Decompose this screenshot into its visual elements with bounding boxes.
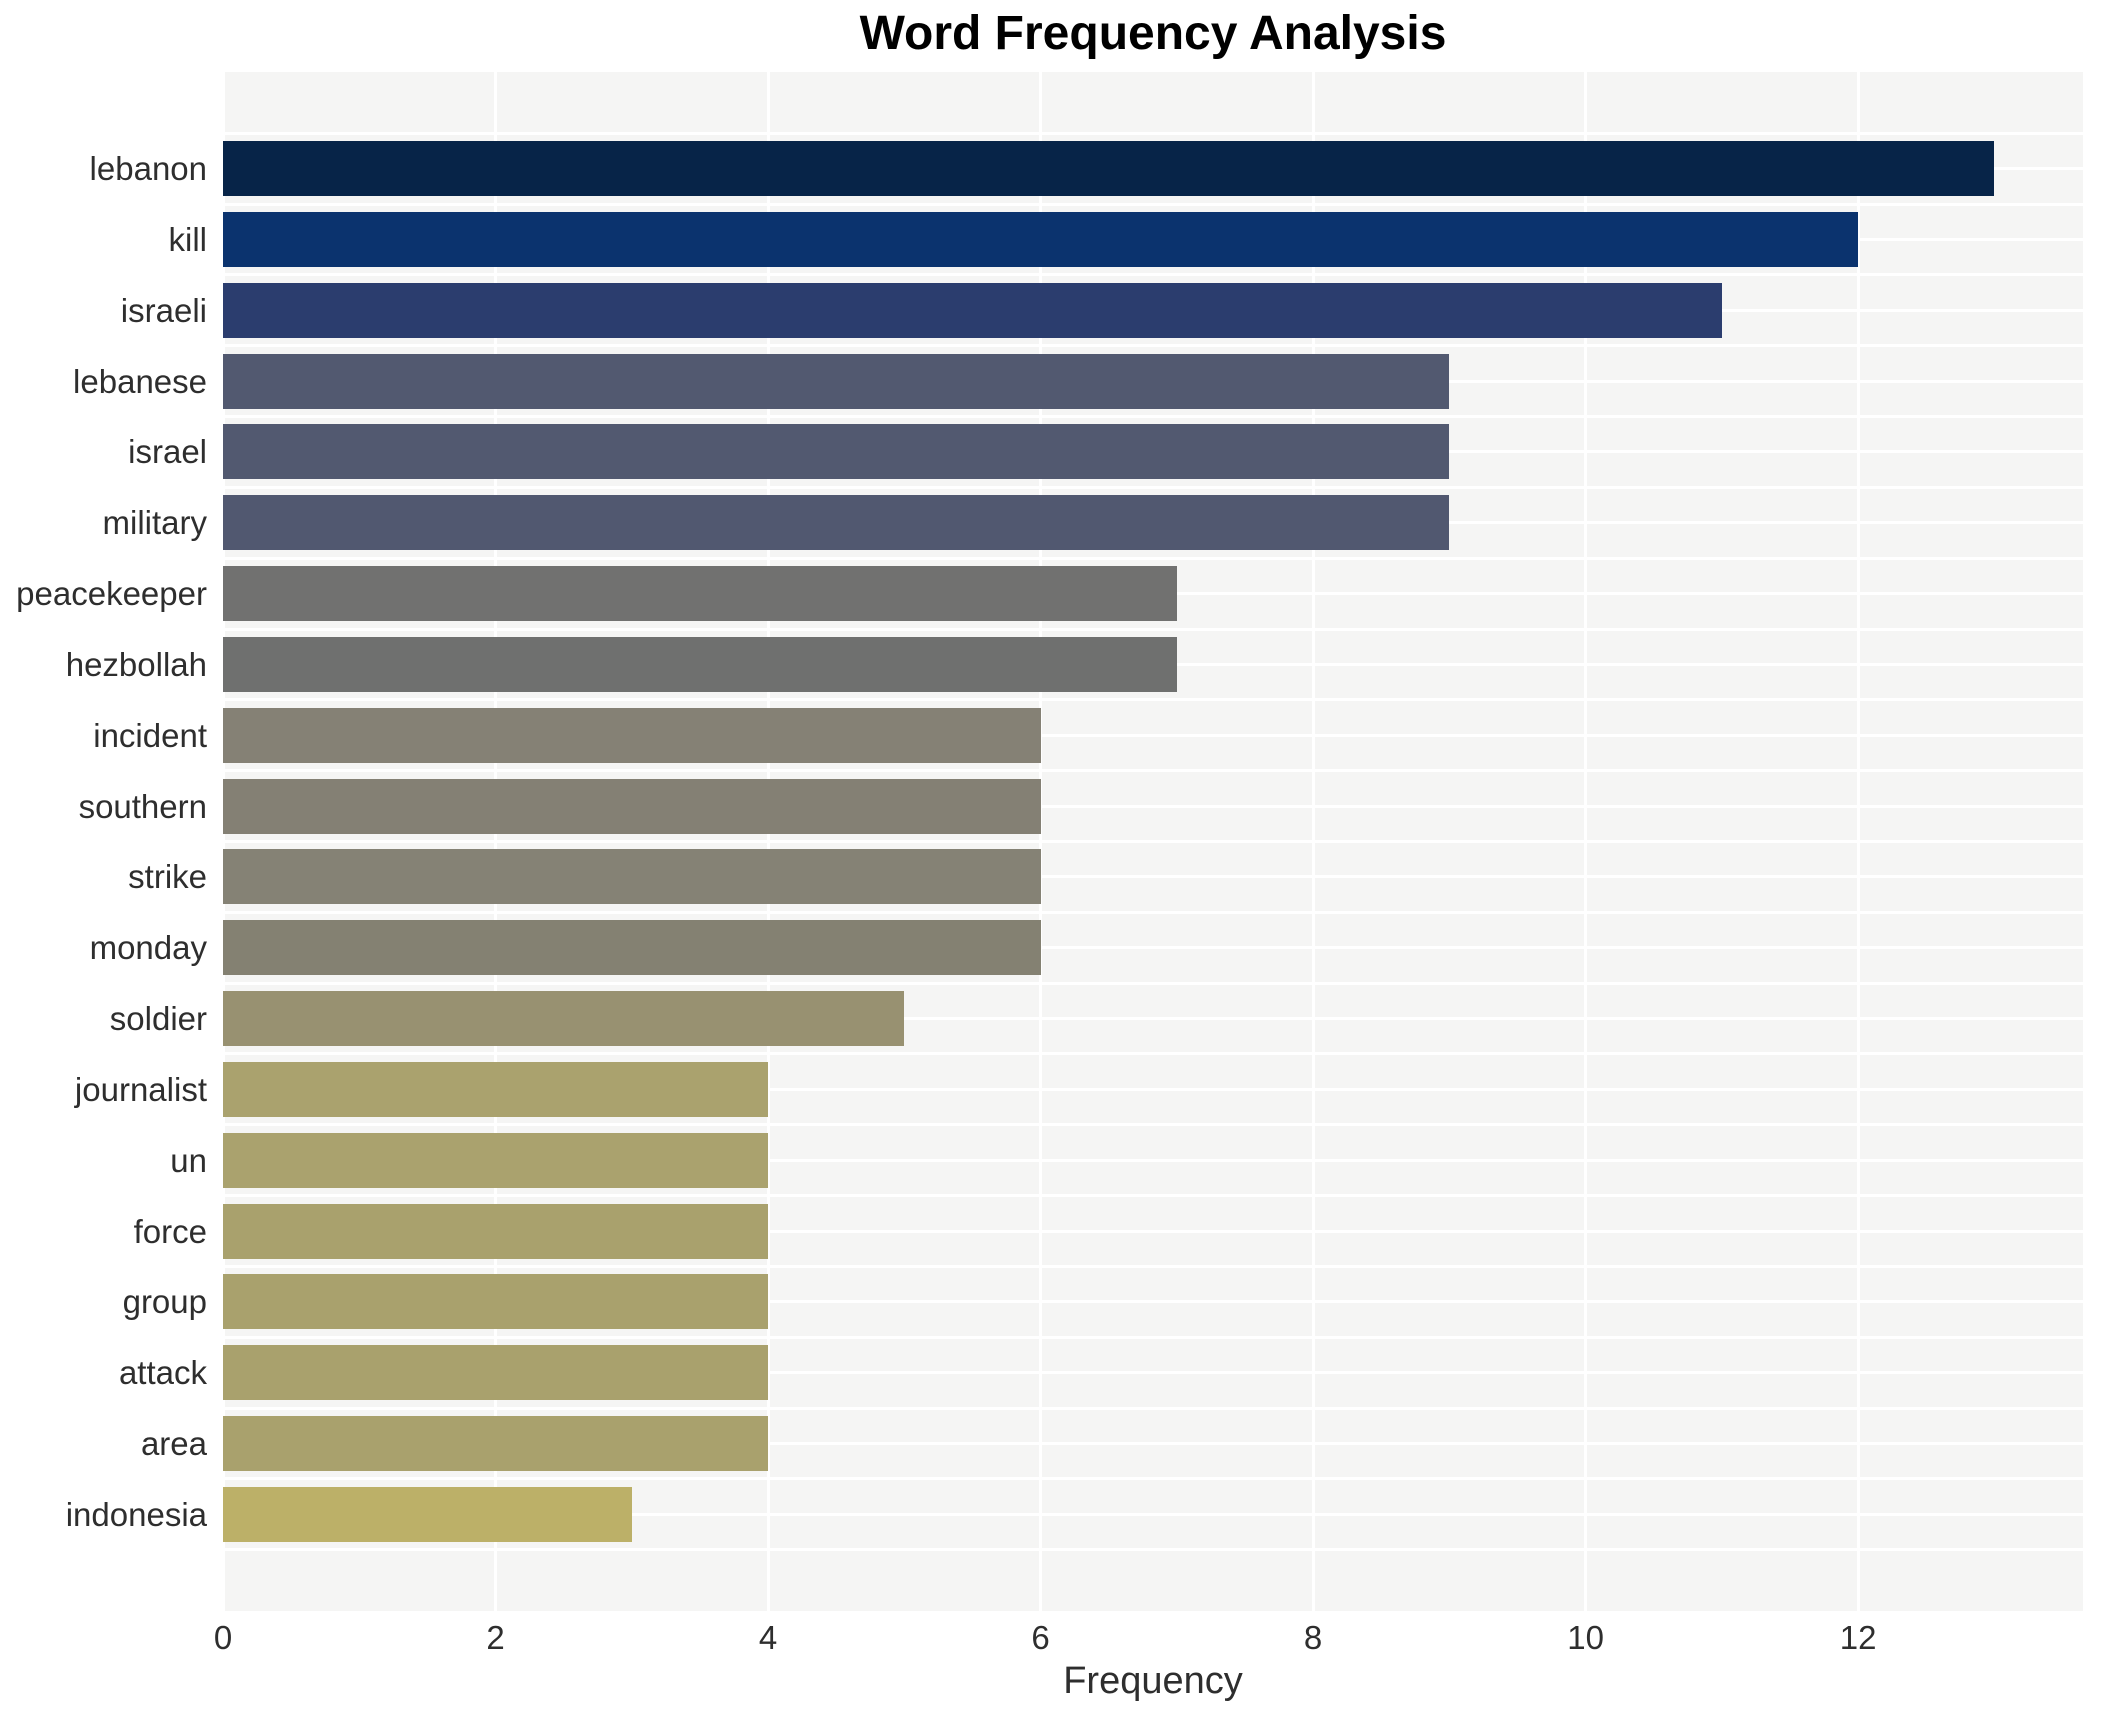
y-tick-label: area [140, 1425, 207, 1463]
y-gridline [223, 1052, 2083, 1056]
bar-soldier [223, 991, 905, 1047]
bar-hezbollah [223, 636, 1177, 692]
y-tick-label: un [170, 1141, 207, 1179]
x-tick-label: 12 [1839, 1619, 1877, 1656]
bar-area [223, 1416, 769, 1472]
y-tick-label: strike [128, 858, 207, 896]
y-tick-label: lebanese [73, 362, 207, 400]
y-gridline [223, 131, 2083, 135]
y-gridline [223, 273, 2083, 277]
y-tick-label: incident [93, 716, 207, 754]
y-tick-label: israel [128, 433, 207, 471]
y-tick-label: lebanon [89, 150, 207, 188]
y-gridline [223, 946, 2083, 950]
y-gridline [223, 733, 2083, 737]
y-gridline [223, 485, 2083, 489]
y-gridline [223, 1300, 2083, 1304]
bar-attack [223, 1345, 769, 1401]
bar-strike [223, 849, 1041, 905]
x-tick-label: 8 [1303, 1619, 1323, 1656]
y-gridline [223, 1406, 2083, 1410]
y-tick-label: kill [168, 220, 208, 258]
x-tick-label: 6 [1031, 1619, 1050, 1656]
bar-lebanon [223, 141, 1995, 197]
x-tick-label: 0 [213, 1619, 233, 1656]
y-tick-label: monday [89, 929, 207, 967]
y-gridline [223, 556, 2083, 560]
y-gridline [223, 1512, 2083, 1516]
x-tick-label: 4 [758, 1619, 778, 1656]
bar-group [223, 1274, 769, 1330]
y-gridline [223, 804, 2083, 808]
y-gridline [223, 698, 2083, 702]
y-tick-label: peacekeeper [16, 575, 207, 613]
y-gridline [223, 1087, 2083, 1091]
y-tick-label: indonesia [65, 1495, 207, 1533]
y-gridline [223, 627, 2083, 631]
bar-journalist [223, 1061, 769, 1117]
bar-indonesia [223, 1486, 632, 1542]
y-gridline [223, 1158, 2083, 1162]
x-tick-label: 2 [486, 1619, 505, 1656]
y-gridline [223, 344, 2083, 348]
y-gridline [223, 1477, 2083, 1481]
y-tick-label: military [102, 504, 208, 542]
plot-area [221, 72, 2083, 1611]
y-gridline [223, 1264, 2083, 1268]
y-tick-label: hezbollah [65, 645, 207, 683]
bar-southern [223, 778, 1041, 834]
bar-un [223, 1132, 769, 1188]
y-gridline [223, 1194, 2083, 1198]
x-tick-label: 10 [1567, 1619, 1604, 1656]
bar-lebanese [223, 353, 1450, 409]
bar-israeli [223, 282, 1722, 338]
y-tick-label: journalist [74, 1070, 207, 1108]
y-gridline [223, 202, 2083, 206]
x-axis-title: Frequency [1063, 1660, 1243, 1702]
y-tick-label: force [133, 1212, 207, 1250]
bar-force [223, 1203, 769, 1259]
y-tick-label: southern [78, 787, 207, 825]
y-gridline [223, 1335, 2083, 1339]
bar-kill [223, 211, 1859, 267]
y-gridline [223, 1442, 2083, 1446]
bar-peacekeeper [223, 566, 1177, 622]
y-gridline [223, 981, 2083, 985]
y-tick-label: soldier [109, 1000, 207, 1038]
y-gridline [223, 910, 2083, 914]
y-gridline [223, 1017, 2083, 1021]
y-tick-label: group [122, 1283, 207, 1321]
y-tick-label: israeli [120, 291, 207, 329]
bar-israel [223, 424, 1450, 480]
y-gridline [223, 1371, 2083, 1375]
y-gridline [223, 769, 2083, 773]
bar-monday [223, 920, 1041, 976]
y-tick-label: attack [118, 1354, 207, 1392]
y-gridline [223, 1548, 2083, 1552]
bar-incident [223, 707, 1041, 763]
bar-military [223, 495, 1450, 551]
y-gridline [223, 840, 2083, 843]
y-gridline [223, 1123, 2083, 1127]
y-gridline [223, 415, 2083, 419]
y-gridline [223, 875, 2083, 879]
chart-title: Word Frequency Analysis [859, 7, 1447, 60]
y-gridline [223, 1229, 2083, 1233]
